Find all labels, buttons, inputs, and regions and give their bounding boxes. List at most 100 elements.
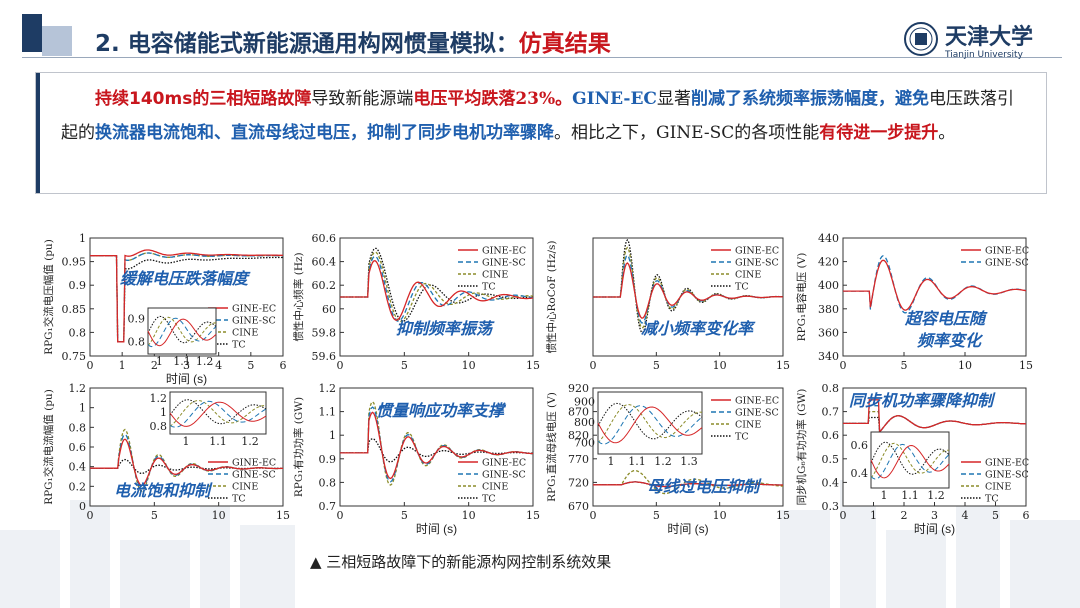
y-tick-label: 920 (568, 382, 589, 395)
y-tick-label: 420 (818, 256, 839, 269)
y-tick-label: 720 (568, 476, 589, 489)
annotation-label: 同步机功率骤降抑制 (849, 392, 996, 410)
inset-series (870, 442, 949, 479)
y-tick-label: 59.6 (312, 350, 337, 363)
y-tick-label: 380 (818, 303, 839, 316)
inset-x-tick-label: 1.1 (173, 355, 191, 368)
x-tick-label: 1 (119, 359, 126, 372)
chart-svg: 0 5 10 15 惯性中心RoCoF (Hz/s) GINE-ECGINE-SCCINE… (545, 237, 790, 372)
y-tick-label: 0.3 (822, 500, 840, 513)
y-tick-label: 0.7 (822, 406, 840, 419)
inset-series (169, 399, 267, 425)
x-tick-label: 6 (280, 359, 287, 372)
legend-label: GINE-EC (985, 246, 1029, 257)
series-line-cine (593, 469, 783, 495)
legend-label: CINE (735, 270, 761, 281)
x-axis-label: 时间 (s) (914, 522, 955, 536)
inset-x-tick-label: 1.2 (241, 435, 259, 448)
x-tick-label: 2 (901, 509, 908, 522)
x-tick-label: 1 (870, 509, 877, 522)
legend-label: TC (482, 494, 496, 505)
y-axis-label: 惯性中心频率 (Hz) (292, 252, 305, 341)
y-tick-label: 0.9 (319, 453, 337, 466)
series-line-gine-ec (90, 249, 284, 343)
summary-segment: 持续140ms的三相短路故障 (95, 89, 312, 109)
x-tick-label: 10 (958, 359, 972, 372)
summary-segment: 23%。 (515, 89, 573, 109)
y-tick-label: 0.4 (822, 476, 840, 489)
inset-series (169, 399, 267, 427)
chart-svg: 59.6 59.8 60 60.2 60.4 60.6 0 5 10 15 惯性中心频率 (Hz) G… (292, 232, 540, 372)
city-skyline-background (0, 480, 1080, 608)
y-tick-label: 820 (568, 429, 589, 442)
y-tick-label: 0.85 (62, 303, 87, 316)
inset-series (169, 401, 267, 427)
inset-x-tick-label: 1.2 (196, 355, 214, 368)
x-tick-label: 5 (401, 509, 408, 522)
chart-panel: 0.75 0.8 0.85 0.9 0.95 1 0 1 2 3 4 5 6 RPG₁交流电压幅值 (pu… (42, 232, 287, 386)
x-tick-label: 10 (713, 359, 727, 372)
y-tick-label: 60.4 (312, 256, 337, 269)
summary-segment: 电压跌落引起的 (61, 89, 1014, 143)
inset-series (870, 443, 950, 480)
inset-x-tick-label: 1.2 (927, 489, 945, 502)
summary-segment: 换流器电流饱和、直流母线过电压，抑制了同步电机功率骤降 (95, 123, 554, 143)
seal-icon (904, 22, 938, 56)
inset-x-tick-label: 1.2 (654, 455, 672, 468)
y-axis-label: RPG₁有功功率 (GW) (292, 397, 305, 497)
x-tick-label: 10 (713, 509, 727, 522)
legend-label: TC (232, 494, 246, 505)
y-axis-label: 惯性中心RoCoF (Hz/s) (545, 240, 558, 353)
inset-y-tick-label: 800 (574, 416, 595, 429)
summary-segment: 。 (938, 123, 956, 143)
inset-chart: 1 1.1 1.2 0.6 0.4 (851, 431, 950, 502)
inset-y-tick-label: 0.8 (150, 420, 168, 433)
annotation-label: 惯量响应功率支撑 (376, 402, 507, 420)
y-tick-label: 1.2 (69, 382, 87, 395)
y-tick-label: 1 (79, 232, 86, 245)
y-tick-label: 0.5 (822, 453, 840, 466)
summary-segment: 显著 (656, 89, 691, 109)
inset-series (597, 404, 703, 444)
series-line-tc (593, 238, 784, 334)
y-tick-label: 59.8 (312, 326, 337, 339)
y-axis-label: RPG₁直流母线电压 (V) (545, 392, 558, 502)
title-accent: 仿真结果 (518, 31, 611, 57)
y-tick-label: 1.2 (319, 382, 337, 395)
annotation-label: 减小频率变化率 (641, 320, 756, 338)
series-line-gine-ec (593, 481, 783, 488)
series-line-gine-sc (593, 254, 784, 324)
summary-segment: GINE-EC (572, 89, 657, 109)
x-axis-label: 时间 (s) (416, 522, 457, 536)
inset-y-tick-label: 700 (574, 437, 595, 450)
legend-label: GINE-SC (985, 258, 1029, 269)
inset-series (597, 406, 703, 444)
annotation-label: 频率变化 (917, 332, 984, 350)
series-line-gine-sc (340, 255, 534, 322)
university-logo: 天津大学 Tianjin University (903, 17, 1063, 63)
x-tick-label: 6 (1023, 509, 1030, 522)
plot-frame (339, 237, 534, 357)
summary-segment: 导致新能源端 (311, 89, 414, 109)
inset-series (870, 441, 950, 475)
chart-panel: 59.6 59.8 60 60.2 60.4 60.6 0 5 10 15 惯性中心频率 (Hz) G… (292, 232, 540, 372)
legend-label: GINE-EC (985, 458, 1029, 469)
inset-x-tick-label: 1 (156, 355, 163, 368)
y-tick-label: 0.9 (69, 279, 87, 292)
x-tick-label: 3 (931, 509, 938, 522)
x-tick-label: 4 (962, 509, 969, 522)
inset-y-tick-label: 0.4 (851, 467, 869, 480)
y-tick-label: 60.2 (312, 279, 337, 292)
legend-label: GINE-EC (232, 458, 276, 469)
chart-panel: 0.7 0.8 0.9 1 1.1 1.2 0 5 10 15 RPG₁有功功率 (GW) 时间 (s… (292, 382, 540, 536)
y-tick-label: 0.6 (822, 429, 840, 442)
chart-svg: 0.7 0.8 0.9 1 1.1 1.2 0 5 10 15 RPG₁有功功率 (GW) 时间 (s… (292, 382, 540, 536)
inset-series (870, 444, 950, 479)
x-tick-label: 5 (401, 359, 408, 372)
inset-x-tick-label: 1 (881, 489, 888, 502)
figure-caption: ▲ 三相短路故障下的新能源构网控制系统效果 (310, 553, 612, 571)
inset-x-tick-label: 1 (183, 435, 190, 448)
y-tick-label: 1.1 (319, 406, 337, 419)
inset-x-tick-label: 1.1 (901, 489, 919, 502)
